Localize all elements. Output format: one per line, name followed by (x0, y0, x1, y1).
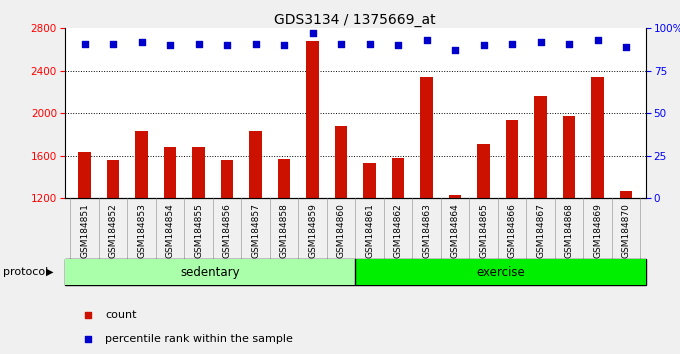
Text: GSM184857: GSM184857 (251, 203, 260, 258)
Bar (220, 160, 233, 326)
Bar (477, 144, 490, 326)
Text: GSM184859: GSM184859 (308, 203, 317, 258)
Bar (392, 158, 405, 326)
Bar (449, 195, 462, 326)
Bar (65, 259, 355, 285)
Text: GSM184868: GSM184868 (564, 203, 573, 258)
Text: GSM184864: GSM184864 (451, 203, 460, 258)
Text: GSM184867: GSM184867 (536, 203, 545, 258)
Point (336, 41, 347, 46)
Text: GSM184869: GSM184869 (593, 203, 602, 258)
Text: GSM184861: GSM184861 (365, 203, 374, 258)
Bar (135, 131, 148, 326)
Point (307, 30, 318, 36)
Text: GSM184860: GSM184860 (337, 203, 345, 258)
Text: exercise: exercise (476, 266, 525, 279)
Point (478, 42, 489, 48)
Bar (355, 259, 646, 285)
Bar (306, 41, 319, 326)
Bar (562, 116, 575, 326)
Point (222, 42, 233, 48)
Text: GSM184856: GSM184856 (222, 203, 232, 258)
Text: GSM184862: GSM184862 (394, 203, 403, 258)
Point (592, 38, 603, 43)
Point (136, 39, 147, 45)
Text: count: count (105, 310, 137, 320)
Point (279, 42, 290, 48)
Point (507, 41, 517, 46)
Text: GSM184854: GSM184854 (165, 203, 175, 258)
Point (561, 184, 572, 190)
Text: GSM184852: GSM184852 (109, 203, 118, 258)
Bar (192, 147, 205, 326)
Text: GSM184865: GSM184865 (479, 203, 488, 258)
Bar (277, 159, 290, 326)
Bar (363, 163, 376, 326)
Bar (107, 160, 120, 326)
Bar (591, 77, 604, 326)
Bar (619, 191, 632, 326)
Bar (78, 152, 91, 326)
Text: sedentary: sedentary (180, 266, 240, 279)
Point (193, 41, 204, 46)
Point (392, 42, 403, 48)
Bar (249, 131, 262, 326)
Text: ▶: ▶ (46, 267, 54, 277)
Text: GSM184866: GSM184866 (507, 203, 517, 258)
Point (165, 42, 175, 48)
Point (421, 38, 432, 43)
Text: GSM184855: GSM184855 (194, 203, 203, 258)
Text: protocol: protocol (3, 267, 49, 277)
Point (79, 41, 90, 46)
Point (107, 41, 118, 46)
Point (564, 41, 575, 46)
Bar (335, 126, 347, 326)
Text: GSM184858: GSM184858 (279, 203, 288, 258)
Point (364, 41, 375, 46)
Bar (164, 147, 177, 326)
Bar (420, 77, 433, 326)
Title: GDS3134 / 1375669_at: GDS3134 / 1375669_at (275, 13, 436, 27)
Text: GSM184863: GSM184863 (422, 203, 431, 258)
Text: GSM184853: GSM184853 (137, 203, 146, 258)
Point (621, 44, 632, 50)
Text: GSM184851: GSM184851 (80, 203, 89, 258)
Text: percentile rank within the sample: percentile rank within the sample (105, 334, 293, 344)
Bar (534, 96, 547, 326)
Point (449, 47, 460, 53)
Bar (506, 120, 518, 326)
Point (535, 39, 546, 45)
Point (250, 41, 261, 46)
Text: GSM184870: GSM184870 (622, 203, 630, 258)
